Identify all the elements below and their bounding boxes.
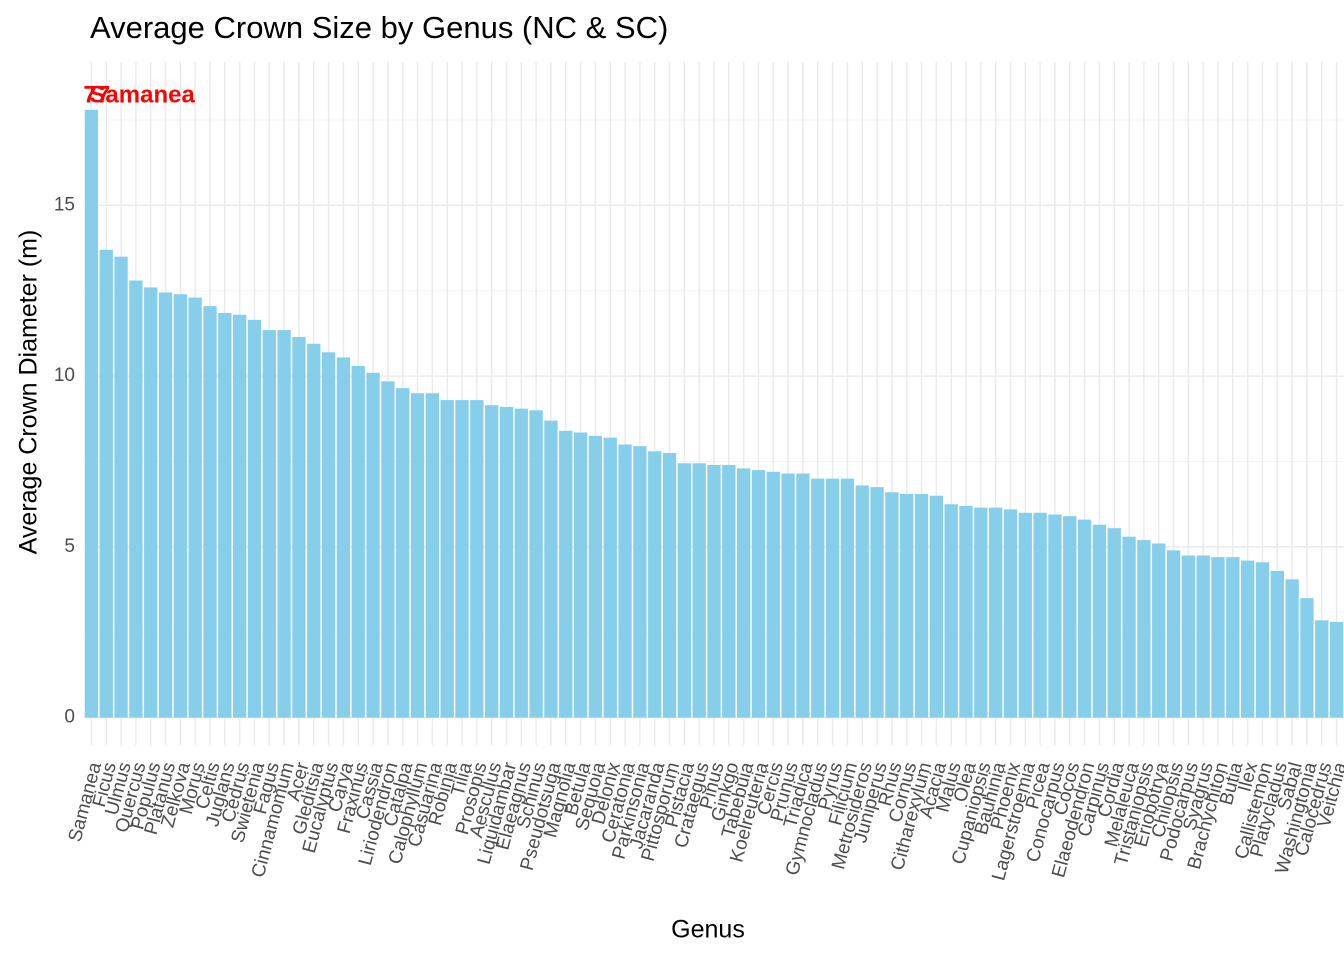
- bar: [84, 109, 99, 718]
- bar: [1285, 579, 1299, 718]
- x-axis-title: Genus: [671, 916, 745, 944]
- bar: [722, 464, 736, 718]
- bar: [825, 478, 840, 718]
- bar: [677, 463, 692, 718]
- bar: [247, 319, 262, 718]
- bar: [1181, 555, 1196, 718]
- bar: [692, 463, 706, 718]
- bar: [900, 493, 914, 718]
- bar: [114, 256, 128, 718]
- bar: [529, 410, 543, 718]
- bar: [1152, 543, 1166, 718]
- bar: [544, 420, 558, 718]
- bar: [321, 352, 336, 718]
- bar: [1329, 622, 1344, 718]
- annotation: 77: [83, 81, 110, 108]
- bar: [1255, 562, 1270, 718]
- bar: [959, 505, 973, 718]
- bar: [944, 504, 958, 718]
- bar: [277, 330, 291, 718]
- bar: [796, 473, 810, 718]
- bar: [1300, 598, 1314, 718]
- bar: [1137, 540, 1151, 718]
- bar: [218, 313, 232, 718]
- bar: [173, 294, 188, 718]
- bar: [885, 492, 899, 718]
- bar: [514, 408, 528, 718]
- bar: [99, 249, 113, 718]
- bar: [855, 485, 869, 718]
- bar: [840, 478, 855, 718]
- bar: [129, 280, 143, 718]
- bar: [1092, 524, 1107, 718]
- bar: [1107, 528, 1121, 718]
- bar: [158, 292, 173, 718]
- bar: [292, 336, 306, 718]
- bar: [603, 437, 617, 718]
- bar: [974, 507, 988, 718]
- bar: [144, 287, 158, 718]
- bar: [262, 330, 276, 718]
- bar: [1166, 550, 1181, 718]
- bar: [559, 430, 573, 718]
- y-axis-title: Average Crown Diameter (m): [15, 230, 43, 555]
- bar: [662, 453, 677, 718]
- bar: [232, 314, 247, 718]
- y-tick-label: 10: [54, 365, 75, 386]
- bar: [766, 471, 780, 718]
- bar: [618, 444, 632, 718]
- bar: [751, 470, 766, 718]
- bar: [1240, 560, 1255, 718]
- bar: [366, 372, 380, 718]
- annotation: Samanea: [89, 81, 195, 108]
- bar: [929, 495, 944, 718]
- bar: [351, 365, 365, 718]
- bar: [188, 297, 202, 718]
- bar: [736, 468, 751, 718]
- bar: [455, 400, 469, 718]
- bar: [307, 343, 321, 718]
- bar: [811, 478, 825, 718]
- y-tick-label: 5: [64, 536, 75, 557]
- bar: [484, 405, 499, 718]
- bar: [1122, 536, 1136, 718]
- y-tick-label: 15: [54, 194, 75, 215]
- bar: [425, 393, 440, 718]
- bar: [781, 473, 795, 718]
- bar: [988, 507, 1003, 718]
- bar: [870, 487, 884, 718]
- y-tick-label: 0: [64, 707, 75, 728]
- bar: [381, 381, 395, 718]
- bar: [1270, 570, 1284, 718]
- bar: [1077, 519, 1092, 718]
- bar: [914, 493, 929, 718]
- bar: [588, 435, 603, 718]
- bar: [1003, 509, 1018, 718]
- bar: [1033, 512, 1047, 718]
- bar: [470, 400, 484, 718]
- bar: [203, 306, 217, 718]
- bar: [1211, 557, 1225, 718]
- bar: [440, 400, 454, 718]
- chart-title: Average Crown Size by Genus (NC & SC): [90, 10, 668, 45]
- bar: [1315, 620, 1329, 718]
- bar: [396, 388, 410, 718]
- bar: [633, 446, 647, 718]
- bar: [499, 406, 514, 718]
- bar: [1196, 555, 1210, 718]
- bar: [1018, 512, 1032, 718]
- bar: [1226, 557, 1240, 718]
- bar: [648, 451, 662, 718]
- bar: [1063, 516, 1077, 718]
- bar: [573, 432, 588, 718]
- bar: [1048, 514, 1062, 718]
- bar: [410, 393, 425, 718]
- bar: [336, 357, 351, 718]
- bar: [707, 464, 721, 718]
